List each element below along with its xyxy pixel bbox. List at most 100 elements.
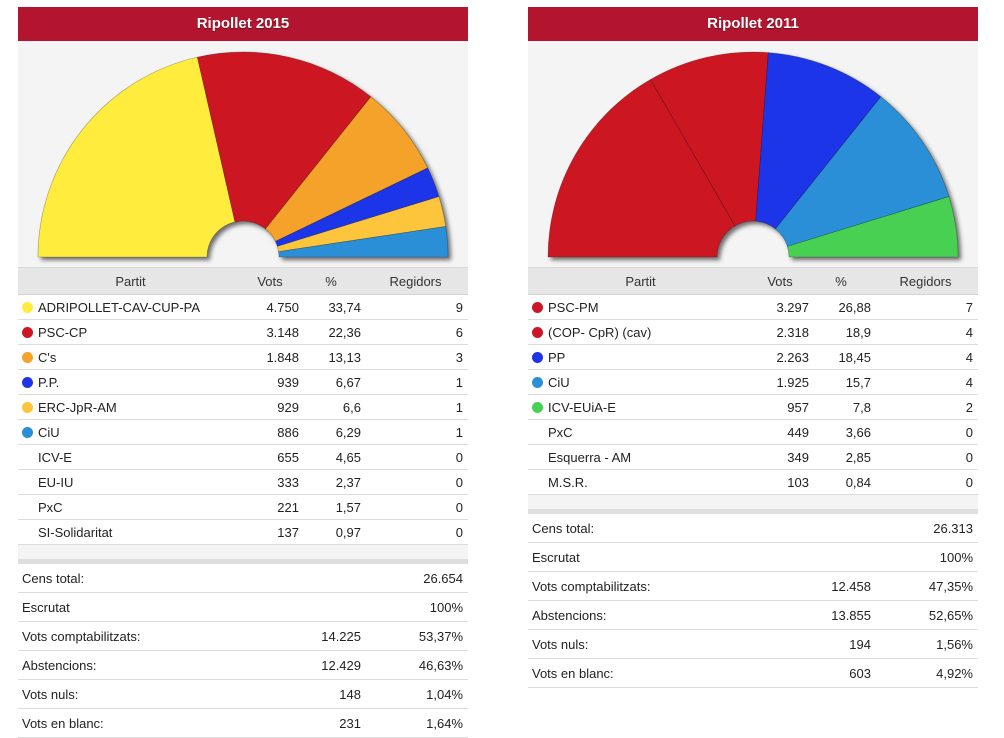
- header-votes: Vots: [750, 267, 810, 295]
- pct-cell: 0,97: [300, 519, 362, 545]
- summary-pct: 100%: [872, 542, 978, 572]
- votes-cell: 929: [240, 394, 300, 420]
- summary-row: Escrutat 100%: [18, 592, 468, 622]
- summary-pct: 1,04%: [362, 679, 468, 709]
- table-row: ERC-JpR-AM 929 6,6 1: [18, 394, 468, 420]
- summary-pct: 46,63%: [362, 650, 468, 680]
- summary-pct: 1,64%: [362, 708, 468, 738]
- pct-cell: 1,57: [300, 494, 362, 520]
- table-row: CiU 886 6,29 1: [18, 419, 468, 445]
- seats-cell: 1: [362, 419, 468, 445]
- summary-row: Abstencions: 13.855 52,65%: [528, 600, 978, 630]
- party-color-dot: [22, 301, 33, 313]
- summary-value: 231: [280, 708, 362, 738]
- seats-cell: 4: [872, 344, 978, 370]
- party-cell: PxC: [528, 419, 750, 445]
- votes-cell: 221: [240, 494, 300, 520]
- table-row: PP 2.263 18,45 4: [528, 344, 978, 370]
- summary-pct: 52,65%: [872, 600, 978, 630]
- summary-label: Abstencions:: [528, 600, 790, 630]
- summary-row: Vots en blanc: 231 1,64%: [18, 708, 468, 738]
- votes-cell: 655: [240, 444, 300, 470]
- party-name: M.S.R.: [548, 474, 588, 490]
- table-row: CiU 1.925 15,7 4: [528, 369, 978, 395]
- party-cell: (COP- CpR) (cav): [528, 319, 750, 345]
- votes-cell: 939: [240, 369, 300, 395]
- table-row: PSC-CP 3.148 22,36 6: [18, 319, 468, 345]
- party-color-dot: [532, 326, 543, 338]
- summary-row: Vots nuls: 194 1,56%: [528, 629, 978, 659]
- hemicycle-chart-2015: [37, 51, 449, 258]
- votes-cell: 137: [240, 519, 300, 545]
- summary-label: Vots nuls:: [528, 629, 790, 659]
- summary-value: [790, 542, 872, 572]
- summary-value: 13.855: [790, 600, 872, 630]
- votes-cell: 3.297: [750, 294, 810, 320]
- party-name: ADRIPOLLET-CAV-CUP-PA: [38, 299, 201, 315]
- summary-label: Cens total:: [18, 564, 280, 593]
- party-name: (COP- CpR) (cav): [548, 324, 652, 340]
- pct-cell: 2,37: [300, 469, 362, 495]
- table-row: P.P. 939 6,67 1: [18, 369, 468, 395]
- hemicycle-slice: [37, 56, 236, 258]
- summary-value: 14.225: [280, 621, 362, 651]
- summary-pct: 4,92%: [872, 658, 978, 688]
- summary-row: Vots en blanc: 603 4,92%: [528, 658, 978, 688]
- header-pct: %: [300, 267, 362, 295]
- summary-value: 148: [280, 679, 362, 709]
- pct-cell: 2,85: [810, 444, 872, 470]
- hemicycle-slice: [650, 51, 769, 227]
- summary-label: Abstencions:: [18, 650, 280, 680]
- party-cell: SI-Solidaritat: [18, 519, 240, 545]
- seats-cell: 0: [362, 469, 468, 495]
- votes-cell: 2.263: [750, 344, 810, 370]
- seats-cell: 0: [872, 469, 978, 495]
- table-row: ICV-EUiA-E 957 7,8 2: [528, 394, 978, 420]
- party-color-dot: [22, 351, 33, 363]
- summary-label: Escrutat: [18, 592, 280, 622]
- table-row: PxC 449 3,66 0: [528, 419, 978, 445]
- party-color-dot: [22, 426, 33, 438]
- summary-row: Cens total: 26.654: [18, 564, 468, 593]
- summary-value: 12.458: [790, 571, 872, 601]
- header-seats: Regidors: [362, 267, 468, 295]
- summary-label: Vots en blanc:: [528, 658, 790, 688]
- pct-cell: 4,65: [300, 444, 362, 470]
- party-cell: ADRIPOLLET-CAV-CUP-PA: [18, 294, 240, 320]
- party-color-dot: [532, 351, 543, 363]
- party-cell: CiU: [528, 369, 750, 395]
- summary-row: Vots nuls: 148 1,04%: [18, 679, 468, 709]
- party-cell: M.S.R.: [528, 469, 750, 495]
- summary-row: Vots comptabilitzats: 12.458 47,35%: [528, 571, 978, 601]
- seats-cell: 0: [362, 494, 468, 520]
- header-pct: %: [810, 267, 872, 295]
- party-color-dot: [532, 376, 543, 388]
- party-color-dot: [22, 376, 33, 388]
- summary-value: [790, 514, 872, 543]
- header-seats: Regidors: [872, 267, 978, 295]
- party-name: PP: [548, 349, 566, 365]
- seats-cell: 0: [872, 444, 978, 470]
- table-row: SI-Solidaritat 137 0,97 0: [18, 519, 468, 545]
- summary-label: Escrutat: [528, 542, 790, 572]
- summary-table: Cens total: 26.654 Escrutat 100% Vots compta…: [18, 564, 468, 738]
- hemicycle-slice: [278, 226, 449, 258]
- party-cell: Esquerra - AM: [528, 444, 750, 470]
- results-table: Partit Vots % Regidors PSC-PM 3.297 26,88 7…: [528, 267, 978, 495]
- party-cell: C's: [18, 344, 240, 370]
- summary-label: Cens total:: [528, 514, 790, 543]
- party-name: C's: [38, 349, 57, 365]
- pct-cell: 6,67: [300, 369, 362, 395]
- party-cell: ICV-EUiA-E: [528, 394, 750, 420]
- summary-pct: 1,56%: [872, 629, 978, 659]
- pct-cell: 18,9: [810, 319, 872, 345]
- party-cell: PSC-CP: [18, 319, 240, 345]
- seats-cell: 3: [362, 344, 468, 370]
- summary-value: [280, 564, 362, 593]
- summary-value: [280, 592, 362, 622]
- pct-cell: 22,36: [300, 319, 362, 345]
- votes-cell: 449: [750, 419, 810, 445]
- hemicycle-slice: [197, 51, 372, 230]
- party-name: PSC-PM: [548, 299, 599, 315]
- table-row: EU-IU 333 2,37 0: [18, 469, 468, 495]
